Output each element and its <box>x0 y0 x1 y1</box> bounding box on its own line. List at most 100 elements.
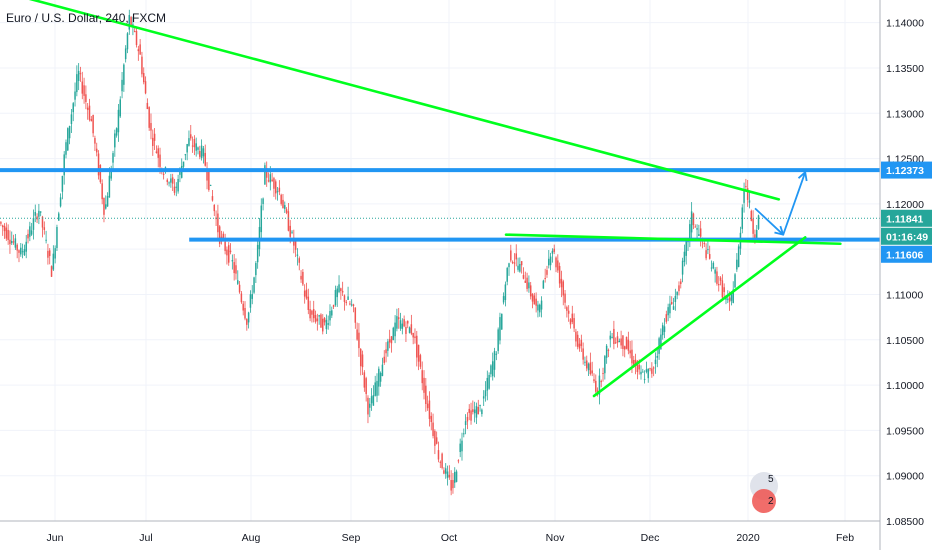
candle <box>238 281 241 294</box>
candle <box>146 98 149 110</box>
candle <box>430 412 433 431</box>
candle <box>211 189 214 202</box>
candle <box>374 375 376 397</box>
candle <box>190 125 192 141</box>
candle <box>47 243 49 265</box>
candle <box>229 243 232 255</box>
candle <box>329 304 331 326</box>
candle <box>193 135 196 156</box>
candle <box>531 293 534 309</box>
candle <box>367 395 369 424</box>
candle <box>470 402 472 425</box>
candle <box>200 139 203 161</box>
candle <box>482 390 485 407</box>
candle <box>191 136 194 153</box>
candle <box>349 300 351 306</box>
candle <box>387 338 389 357</box>
candle <box>68 125 71 145</box>
candle <box>202 145 205 164</box>
candle <box>434 429 436 455</box>
candle <box>213 204 216 217</box>
candle <box>325 314 328 334</box>
candle <box>640 365 642 380</box>
candle <box>352 303 355 313</box>
candle <box>314 310 317 324</box>
candle <box>591 361 593 377</box>
candle <box>450 470 452 496</box>
candle <box>696 224 698 240</box>
candle <box>153 128 156 150</box>
price-candles <box>0 9 760 496</box>
candle <box>575 328 577 347</box>
candle <box>737 244 740 268</box>
candle <box>463 428 465 438</box>
candle <box>256 241 259 269</box>
candle <box>379 371 382 387</box>
candle <box>484 381 487 402</box>
candle <box>708 245 711 260</box>
candle <box>307 288 310 315</box>
candle <box>370 388 373 411</box>
candle <box>56 224 58 251</box>
candle <box>524 271 527 283</box>
x-tick-label-8: Feb <box>836 532 854 544</box>
candle <box>416 330 418 367</box>
candle <box>710 260 713 272</box>
candle <box>90 116 93 122</box>
candle <box>506 266 508 286</box>
candle <box>237 270 239 285</box>
candle <box>510 244 512 263</box>
candle <box>81 71 84 100</box>
candle <box>414 328 416 344</box>
candle <box>589 352 592 376</box>
candle <box>359 347 362 376</box>
chart-title: Euro / U.S. Dollar, 240, FXCM <box>6 11 166 25</box>
candle <box>350 299 353 307</box>
candle <box>464 414 467 435</box>
candle <box>549 252 552 271</box>
candle <box>692 212 695 230</box>
candle <box>363 370 366 392</box>
tradingview-logo-icon: 5 2 <box>750 472 778 513</box>
candle <box>9 230 11 254</box>
candle <box>455 469 458 483</box>
candle <box>298 256 301 271</box>
candle <box>645 361 648 374</box>
candle <box>356 322 358 341</box>
candle <box>396 308 398 332</box>
candle <box>712 261 715 270</box>
x-tick-label-0: Jun <box>47 532 64 544</box>
candle <box>247 311 250 329</box>
candle <box>723 283 725 299</box>
candle <box>23 244 26 257</box>
candle <box>457 459 460 464</box>
candle <box>85 85 87 110</box>
candle <box>520 261 523 274</box>
candle <box>106 192 109 207</box>
candle <box>334 285 337 307</box>
candle <box>52 245 55 271</box>
candle <box>206 162 208 190</box>
candle <box>491 352 494 381</box>
candle <box>401 318 404 335</box>
candle <box>421 361 423 391</box>
x-tick-label-3: Sep <box>342 532 361 544</box>
candle <box>204 144 206 167</box>
candle <box>481 408 483 417</box>
watermark-badge-1: 5 <box>768 474 774 485</box>
candle <box>690 202 693 241</box>
candle <box>580 334 583 352</box>
candle <box>502 292 505 305</box>
candle <box>685 239 687 265</box>
watermark-badge-2: 2 <box>768 496 774 507</box>
candle <box>654 352 657 374</box>
price-badge-label-2: 01:16:49 <box>886 231 928 243</box>
candle <box>499 312 501 345</box>
candle <box>227 242 230 266</box>
candle <box>652 366 655 377</box>
candle <box>681 257 684 283</box>
price-badge-1: 1.11841 <box>881 209 932 227</box>
y-tick-label-10: 1.09000 <box>886 471 924 483</box>
candle <box>670 296 673 305</box>
